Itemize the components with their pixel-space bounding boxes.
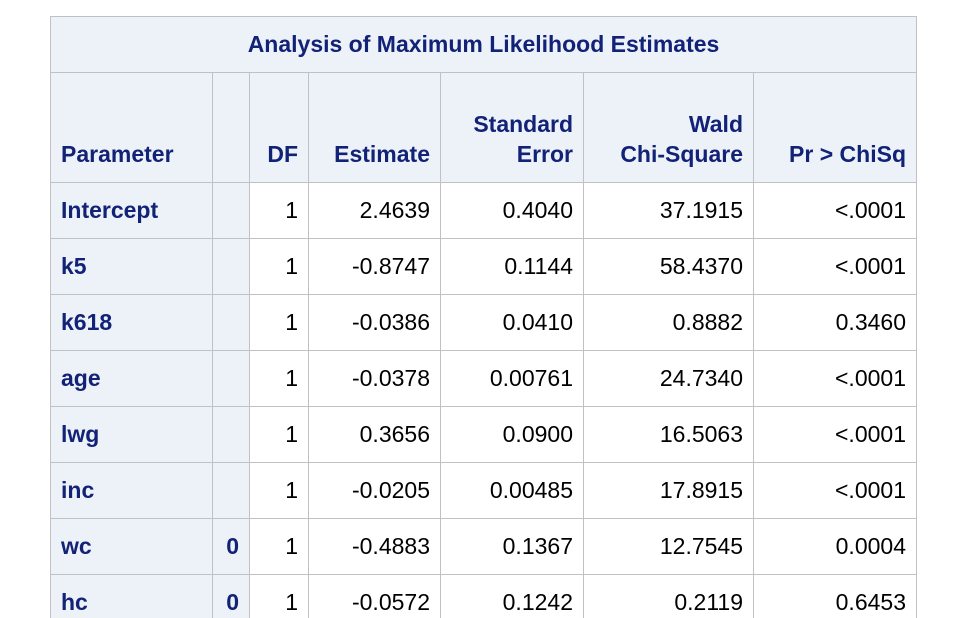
row-standard-error: 0.0900 xyxy=(440,406,584,463)
row-p-value: <.0001 xyxy=(753,350,917,407)
row-wald-chi-square: 24.7340 xyxy=(583,350,754,407)
table-row: inc 1 -0.0205 0.00485 17.8915 <.0001 xyxy=(50,462,917,519)
header-parameter: Parameter xyxy=(50,72,213,183)
row-level xyxy=(212,182,250,239)
header-pr-chisq: Pr > ChiSq xyxy=(753,72,917,183)
header-wald-line2: Chi-Square xyxy=(620,141,743,167)
row-standard-error: 0.1367 xyxy=(440,518,584,575)
row-estimate: -0.4883 xyxy=(308,518,441,575)
row-standard-error: 0.1242 xyxy=(440,574,584,618)
row-parameter: Intercept xyxy=(50,182,213,239)
table-row: age 1 -0.0378 0.00761 24.7340 <.0001 xyxy=(50,350,917,407)
row-p-value: 0.0004 xyxy=(753,518,917,575)
row-standard-error: 0.00761 xyxy=(440,350,584,407)
row-df: 1 xyxy=(249,350,309,407)
row-df: 1 xyxy=(249,462,309,519)
header-df: DF xyxy=(249,72,309,183)
header-standard-error: Standard Error xyxy=(440,72,584,183)
row-wald-chi-square: 0.2119 xyxy=(583,574,754,618)
row-parameter: hc xyxy=(50,574,213,618)
row-df: 1 xyxy=(249,406,309,463)
header-level xyxy=(212,72,250,183)
row-p-value: <.0001 xyxy=(753,406,917,463)
row-p-value: <.0001 xyxy=(753,182,917,239)
row-level: 0 xyxy=(212,574,250,618)
row-level xyxy=(212,294,250,351)
column-header-row: Parameter DF Estimate Standard Error Wal… xyxy=(50,72,917,183)
row-wald-chi-square: 37.1915 xyxy=(583,182,754,239)
row-standard-error: 0.1144 xyxy=(440,238,584,295)
row-wald-chi-square: 16.5063 xyxy=(583,406,754,463)
row-standard-error: 0.4040 xyxy=(440,182,584,239)
row-parameter: wc xyxy=(50,518,213,575)
row-p-value: 0.6453 xyxy=(753,574,917,618)
row-estimate: -0.8747 xyxy=(308,238,441,295)
row-df: 1 xyxy=(249,574,309,618)
row-wald-chi-square: 12.7545 xyxy=(583,518,754,575)
row-level xyxy=(212,462,250,519)
row-parameter: lwg xyxy=(50,406,213,463)
row-standard-error: 0.00485 xyxy=(440,462,584,519)
row-parameter: k5 xyxy=(50,238,213,295)
row-df: 1 xyxy=(249,182,309,239)
table-body: Intercept 1 2.4639 0.4040 37.1915 <.0001… xyxy=(50,182,917,618)
row-df: 1 xyxy=(249,294,309,351)
table-row: hc 0 1 -0.0572 0.1242 0.2119 0.6453 xyxy=(50,574,917,618)
row-level xyxy=(212,350,250,407)
table-row: k618 1 -0.0386 0.0410 0.8882 0.3460 xyxy=(50,294,917,351)
table-row: lwg 1 0.3656 0.0900 16.5063 <.0001 xyxy=(50,406,917,463)
row-estimate: -0.0386 xyxy=(308,294,441,351)
row-estimate: -0.0378 xyxy=(308,350,441,407)
table-row: Intercept 1 2.4639 0.4040 37.1915 <.0001 xyxy=(50,182,917,239)
table-title: Analysis of Maximum Likelihood Estimates xyxy=(50,16,917,73)
table-row: wc 0 1 -0.4883 0.1367 12.7545 0.0004 xyxy=(50,518,917,575)
row-wald-chi-square: 17.8915 xyxy=(583,462,754,519)
header-wald-line1: Wald xyxy=(688,111,743,137)
row-wald-chi-square: 58.4370 xyxy=(583,238,754,295)
row-level: 0 xyxy=(212,518,250,575)
row-parameter: k618 xyxy=(50,294,213,351)
table-row: k5 1 -0.8747 0.1144 58.4370 <.0001 xyxy=(50,238,917,295)
row-parameter: inc xyxy=(50,462,213,519)
row-wald-chi-square: 0.8882 xyxy=(583,294,754,351)
row-df: 1 xyxy=(249,238,309,295)
header-wald-chi-square: Wald Chi-Square xyxy=(583,72,754,183)
header-estimate: Estimate xyxy=(308,72,441,183)
mle-table: Analysis of Maximum Likelihood Estimates… xyxy=(50,16,917,618)
row-parameter: age xyxy=(50,350,213,407)
row-p-value: <.0001 xyxy=(753,462,917,519)
header-standard-error-line2: Error xyxy=(516,141,573,167)
row-p-value: <.0001 xyxy=(753,238,917,295)
header-standard-error-line1: Standard xyxy=(473,111,573,137)
row-standard-error: 0.0410 xyxy=(440,294,584,351)
row-level xyxy=(212,238,250,295)
row-p-value: 0.3460 xyxy=(753,294,917,351)
row-estimate: -0.0205 xyxy=(308,462,441,519)
row-df: 1 xyxy=(249,518,309,575)
row-estimate: -0.0572 xyxy=(308,574,441,618)
row-level xyxy=(212,406,250,463)
row-estimate: 0.3656 xyxy=(308,406,441,463)
row-estimate: 2.4639 xyxy=(308,182,441,239)
